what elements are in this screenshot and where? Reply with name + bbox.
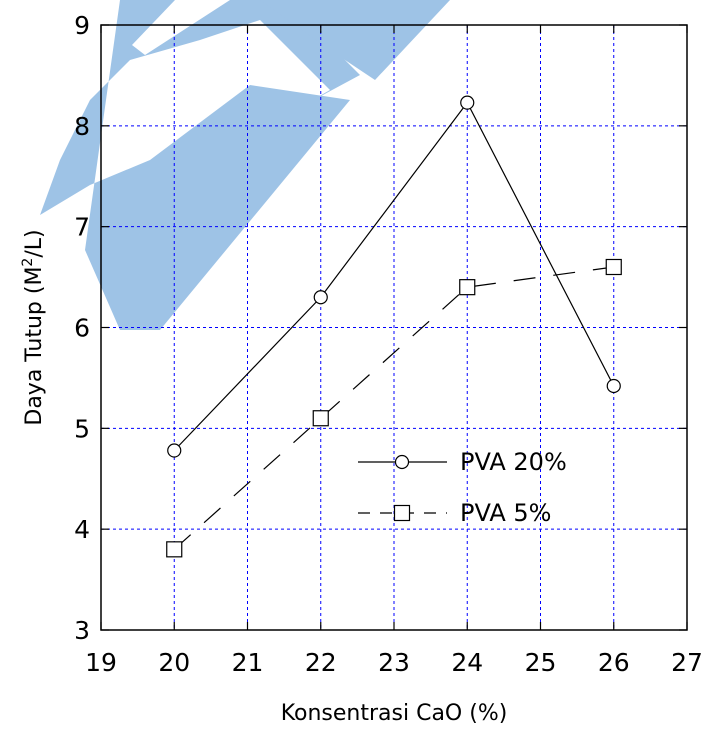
watermark-shape bbox=[260, 0, 450, 80]
x-tick-label: 22 bbox=[305, 648, 337, 677]
data-point-circle bbox=[606, 378, 621, 394]
data-point-circle bbox=[313, 290, 328, 305]
x-tick-label: 23 bbox=[378, 648, 410, 677]
x-axis-label: Konsentrasi CaO (%) bbox=[281, 701, 508, 726]
watermark-logo bbox=[40, 0, 450, 330]
series-line bbox=[173, 266, 614, 550]
x-tick-label: 21 bbox=[232, 648, 264, 677]
y-tick-label: 4 bbox=[74, 515, 90, 544]
data-point-circle bbox=[460, 95, 475, 110]
legend-marker-circle bbox=[394, 454, 410, 470]
y-tick-label: 8 bbox=[74, 112, 90, 141]
x-tick-label: 25 bbox=[525, 648, 557, 677]
x-tick-label: 19 bbox=[85, 648, 117, 677]
grid-lines bbox=[101, 25, 687, 630]
series-line bbox=[173, 101, 615, 451]
series-layer bbox=[166, 95, 622, 558]
y-tick-label: 7 bbox=[74, 213, 90, 242]
y-tick-label: 5 bbox=[74, 414, 90, 443]
data-point-square bbox=[605, 258, 622, 276]
y-axis-label-main: Daya Tutup (M bbox=[22, 267, 47, 426]
legend-label: PVA 20% bbox=[460, 448, 567, 476]
legend-marker-square bbox=[393, 504, 411, 522]
y-tick-label: 3 bbox=[74, 616, 90, 645]
data-point-square bbox=[166, 541, 183, 558]
y-axis-label-superscript: 2 bbox=[20, 258, 36, 267]
x-tick-label: 26 bbox=[598, 648, 630, 677]
watermark-shape bbox=[40, 0, 360, 330]
series bbox=[166, 258, 622, 558]
y-axis-label-tail: /L) bbox=[22, 229, 47, 257]
x-tick-label: 27 bbox=[671, 648, 703, 677]
y-axis-label: Daya Tutup (M2/L) bbox=[20, 229, 47, 425]
data-point-circle bbox=[167, 443, 182, 458]
series bbox=[167, 95, 621, 458]
legend-label: PVA 5% bbox=[460, 499, 551, 527]
legend: PVA 20% PVA 5% bbox=[358, 448, 567, 527]
data-point-square bbox=[459, 279, 476, 296]
x-tick-label: 20 bbox=[158, 648, 190, 677]
data-point-square bbox=[312, 410, 329, 427]
y-tick-label: 6 bbox=[74, 314, 90, 343]
y-tick-label: 9 bbox=[74, 11, 90, 40]
axis-ticks: 19 20 21 22 23 24 25 26 27 3 4 5 6 7 8 9 bbox=[74, 11, 703, 677]
x-tick-label: 24 bbox=[451, 648, 483, 677]
